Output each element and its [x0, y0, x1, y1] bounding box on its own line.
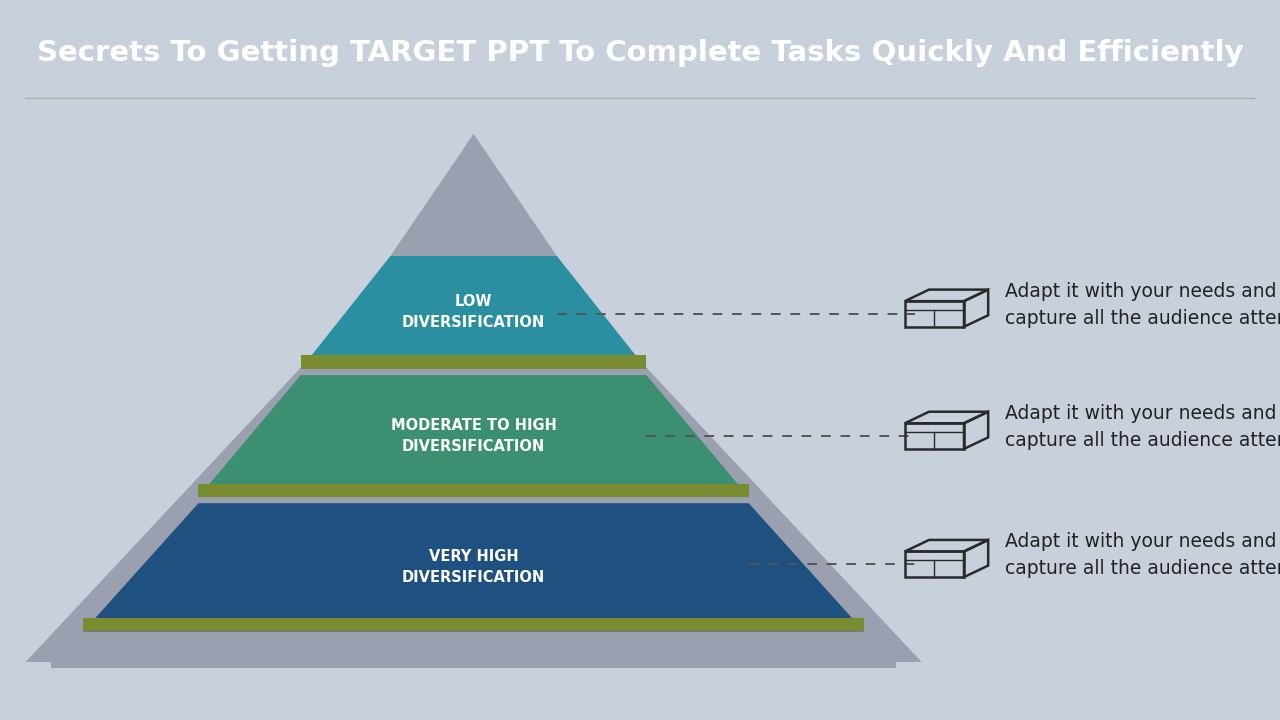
Text: LOW
DIVERSIFICATION: LOW DIVERSIFICATION: [402, 294, 545, 330]
Polygon shape: [83, 618, 864, 631]
Polygon shape: [83, 503, 864, 631]
Polygon shape: [301, 256, 646, 369]
Text: Adapt it with your needs and it will
capture all the audience attention.: Adapt it with your needs and it will cap…: [1005, 404, 1280, 450]
Polygon shape: [51, 649, 896, 668]
Polygon shape: [390, 134, 557, 256]
Polygon shape: [301, 356, 646, 369]
Text: Adapt it with your needs and it will
capture all the audience attention.: Adapt it with your needs and it will cap…: [1005, 282, 1280, 328]
Polygon shape: [26, 183, 922, 662]
Text: Adapt it with your needs and it will
capture all the audience attention.: Adapt it with your needs and it will cap…: [1005, 532, 1280, 578]
Text: MODERATE TO HIGH
DIVERSIFICATION: MODERATE TO HIGH DIVERSIFICATION: [390, 418, 557, 454]
Text: Secrets To Getting TARGET PPT To Complete Tasks Quickly And Efficiently: Secrets To Getting TARGET PPT To Complet…: [37, 39, 1243, 66]
Polygon shape: [198, 484, 749, 497]
Polygon shape: [198, 375, 749, 497]
Text: VERY HIGH
DIVERSIFICATION: VERY HIGH DIVERSIFICATION: [402, 549, 545, 585]
